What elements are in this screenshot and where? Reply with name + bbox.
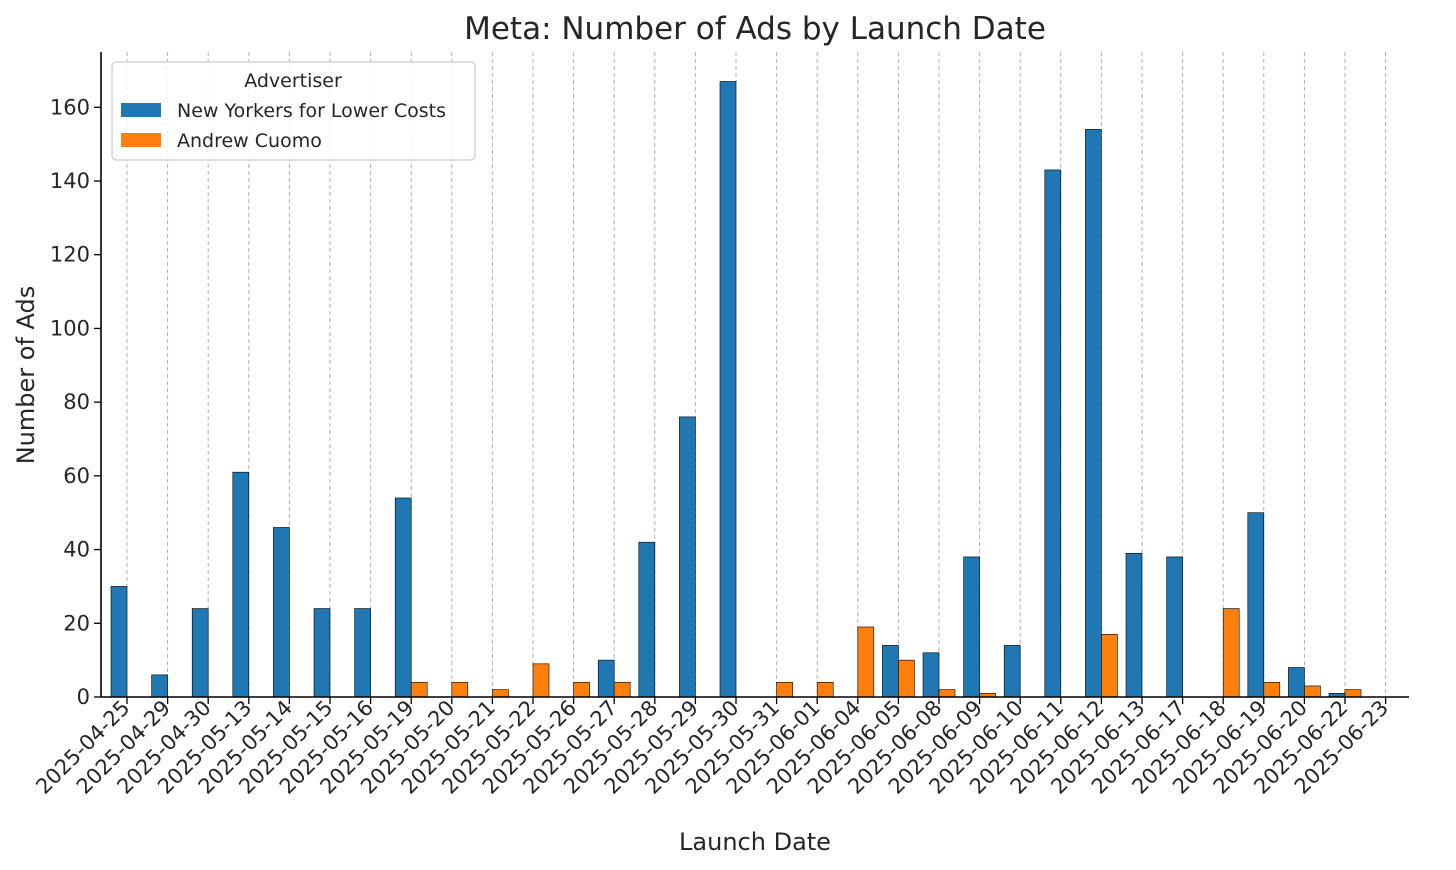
bar-new-yorkers — [638, 541, 656, 698]
y-tick-label: 100 — [50, 316, 90, 340]
bar-new-yorkers — [1085, 129, 1102, 698]
x-axis-ticks: 2025-04-252025-04-292025-04-302025-05-13… — [31, 696, 1393, 799]
legend-box — [111, 61, 476, 161]
bar-andrew-cuomo — [492, 689, 509, 698]
y-tick-label: 160 — [50, 95, 90, 119]
y-tick-label: 120 — [50, 243, 90, 267]
bar-new-yorkers — [1288, 667, 1305, 698]
y-tick-label: 60 — [63, 464, 90, 488]
axes — [100, 52, 1409, 698]
y-axis-label: Number of Ads — [12, 286, 40, 465]
bar-new-yorkers — [151, 674, 168, 698]
bar-andrew-cuomo — [1304, 685, 1321, 698]
bar-new-yorkers — [1125, 552, 1143, 698]
bar-andrew-cuomo — [898, 659, 915, 698]
y-tick-label: 80 — [63, 390, 90, 414]
legend-swatch-andrew-cuomo — [121, 133, 161, 147]
bar-andrew-cuomo — [816, 681, 834, 698]
legend-swatch-new-yorkers — [121, 103, 161, 117]
bar-andrew-cuomo — [1222, 608, 1240, 698]
bar-andrew-cuomo — [410, 681, 428, 698]
bar-new-yorkers — [1247, 512, 1265, 698]
bar-new-yorkers — [110, 586, 128, 698]
y-tick-label: 40 — [63, 538, 90, 562]
legend: Advertiser New Yorkers for Lower Costs A… — [111, 61, 476, 161]
bars — [110, 81, 1362, 698]
bar-new-yorkers — [191, 608, 209, 698]
bar-new-yorkers — [1166, 556, 1183, 698]
bar-new-yorkers — [273, 527, 290, 698]
bar-andrew-cuomo — [1101, 634, 1118, 698]
bar-andrew-cuomo — [532, 663, 550, 698]
bar-new-yorkers — [394, 497, 412, 698]
legend-label-andrew-cuomo: Andrew Cuomo — [177, 130, 322, 152]
y-tick-label: 140 — [50, 169, 90, 193]
bar-new-yorkers — [1003, 645, 1021, 698]
bar-new-yorkers — [719, 81, 737, 698]
bar-andrew-cuomo — [1263, 681, 1281, 698]
bar-new-yorkers — [922, 652, 940, 698]
bar-new-yorkers — [1044, 169, 1062, 698]
y-tick-label: 0 — [77, 685, 90, 709]
y-tick-label: 20 — [63, 611, 90, 635]
chart-title: Meta: Number of Ads by Launch Date — [464, 11, 1046, 47]
bar-new-yorkers — [232, 471, 250, 698]
bar-andrew-cuomo — [613, 681, 631, 698]
x-axis-label: Launch Date — [679, 828, 831, 856]
bar-andrew-cuomo — [938, 689, 956, 698]
legend-label-new-yorkers: New Yorkers for Lower Costs — [177, 100, 446, 122]
bar-new-yorkers — [597, 659, 615, 698]
bar-andrew-cuomo — [451, 681, 469, 698]
bar-andrew-cuomo — [573, 681, 590, 698]
bar-andrew-cuomo — [1344, 689, 1362, 698]
bar-new-yorkers — [313, 608, 331, 698]
bar-andrew-cuomo — [776, 681, 793, 698]
y-axis-ticks: 0 20 40 60 80 100 120 140 160 — [50, 95, 101, 709]
bar-new-yorkers — [354, 608, 371, 698]
legend-title: Advertiser — [244, 70, 342, 92]
bar-new-yorkers — [882, 645, 899, 698]
bar-andrew-cuomo — [857, 626, 875, 698]
bar-new-yorkers — [679, 416, 696, 698]
bar-new-yorkers — [963, 556, 980, 698]
